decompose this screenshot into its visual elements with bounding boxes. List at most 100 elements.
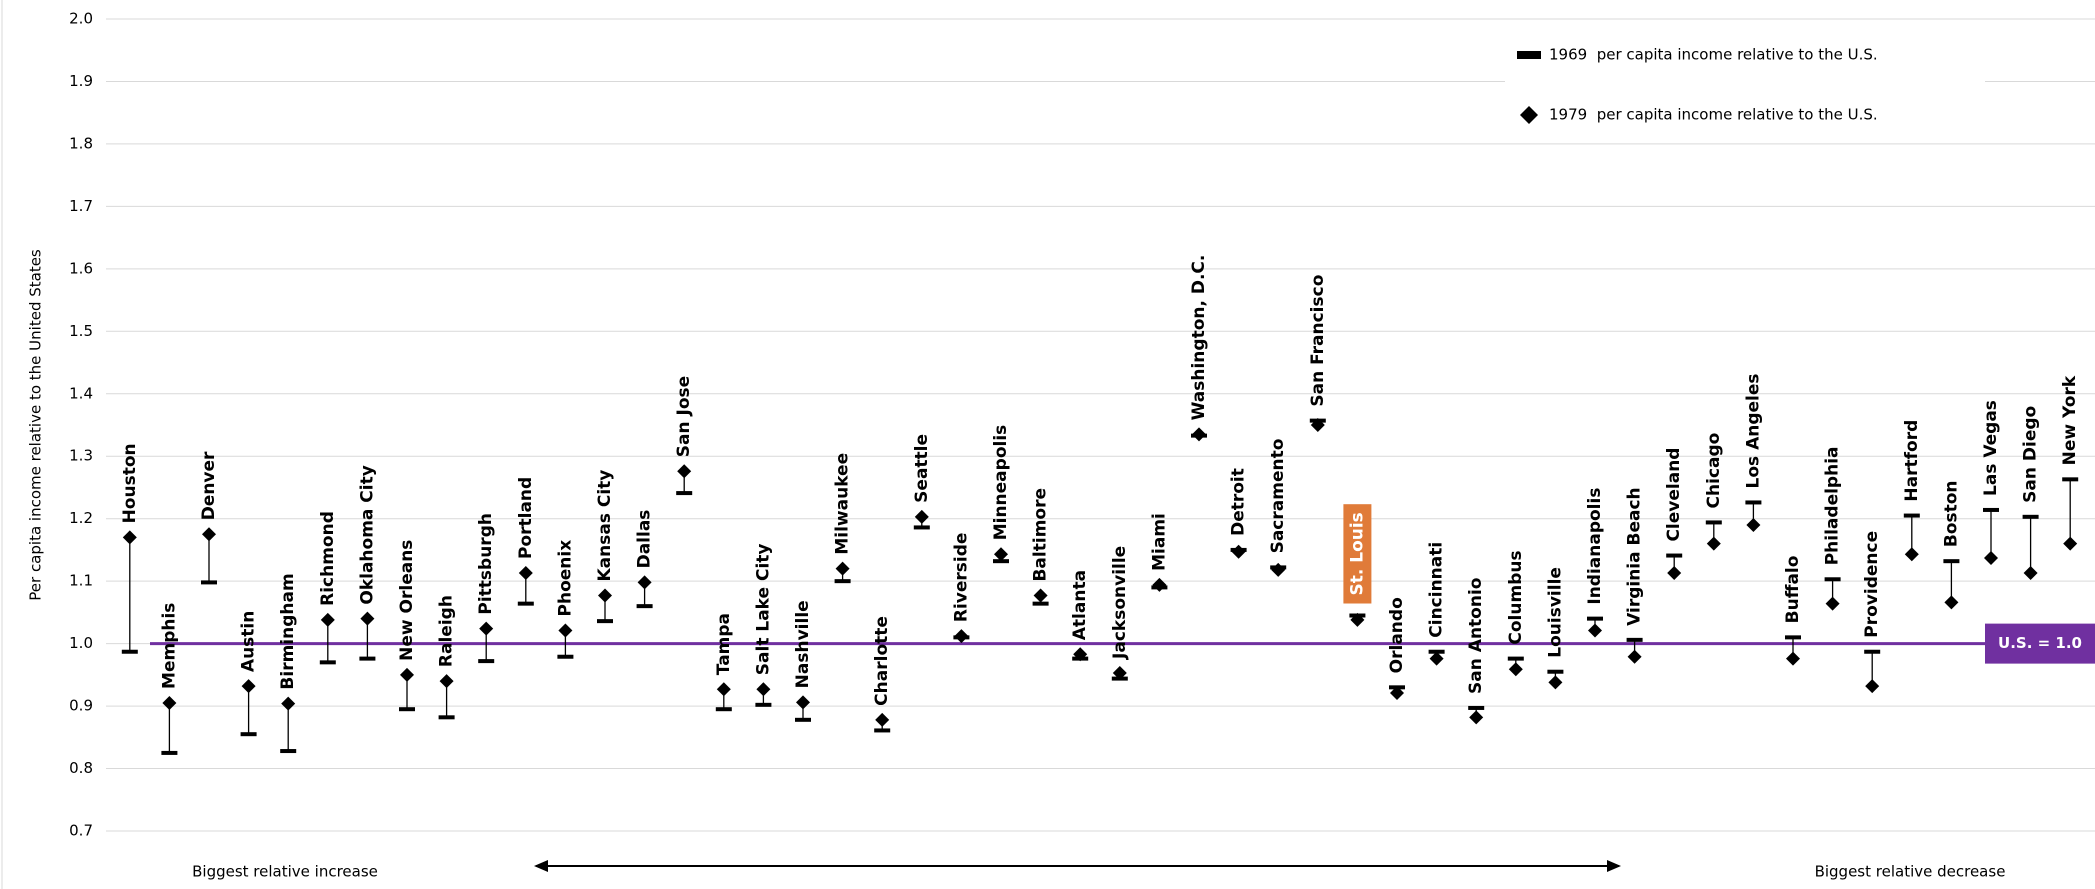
- category-label-group: Memphis: [159, 603, 179, 689]
- reference-label-box: [1985, 623, 2095, 664]
- diamond-marker: [558, 623, 573, 638]
- category-label-group: Cincinnati: [1427, 542, 1447, 638]
- diamond-marker: [1152, 577, 1167, 592]
- dash-marker: [280, 749, 297, 754]
- category-label-group: Raleigh: [437, 595, 457, 667]
- category-label: Richmond: [318, 511, 338, 606]
- dash-marker: [438, 715, 455, 720]
- dash-marker: [913, 525, 930, 530]
- dash-marker: [1983, 507, 1999, 512]
- diamond-marker: [360, 611, 375, 626]
- y-tick-label: 2.0: [69, 10, 93, 28]
- dash-marker: [319, 660, 336, 665]
- diamond-marker: [2063, 536, 2078, 551]
- category-label-group: Birmingham: [278, 573, 298, 689]
- category-label: Cleveland: [1664, 448, 1684, 542]
- y-tick-label: 0.9: [69, 697, 93, 715]
- diamond-marker: [241, 679, 256, 694]
- category-label-group: Las Vegas: [1981, 400, 2001, 496]
- highlight-box: [1343, 504, 1372, 604]
- diamond-marker: [1825, 596, 1840, 611]
- category-label-group: Sacramento: [1268, 439, 1288, 554]
- diamond-marker: [1033, 588, 1048, 603]
- dash-marker: [834, 579, 851, 584]
- category-label-group: New Orleans: [397, 540, 417, 661]
- diamond-marker: [479, 621, 494, 636]
- diamond-marker: [400, 667, 414, 682]
- category-label-group: New York: [2060, 375, 2080, 465]
- category-label-group: Detroit: [1229, 468, 1249, 536]
- category-label-group: Seattle: [912, 434, 932, 503]
- category-label: Buffalo: [1783, 556, 1803, 624]
- category-label: Portland: [516, 477, 536, 559]
- y-tick-label: 1.2: [69, 509, 93, 527]
- category-label: Dallas: [635, 510, 655, 569]
- category-label: Austin: [239, 611, 259, 672]
- category-label-group: Washington, D.C.: [1189, 255, 1209, 421]
- diamond-marker: [162, 695, 177, 710]
- category-label: Birmingham: [278, 573, 298, 689]
- diamond-marker: [439, 674, 454, 689]
- y-tick-label: 1.7: [69, 197, 93, 215]
- y-tick-label: 1.9: [69, 72, 93, 90]
- category-label-group: Chicago: [1704, 433, 1724, 509]
- category-label-group: San Diego: [2021, 406, 2041, 503]
- y-tick-label: 1.6: [69, 259, 93, 277]
- reference-label: U.S. = 1.0: [1998, 634, 2082, 652]
- dash-marker: [1468, 705, 1485, 710]
- y-tick-label: 0.7: [69, 822, 93, 840]
- category-label-group: Austin: [239, 611, 259, 672]
- category-label-group: Columbus: [1506, 550, 1526, 644]
- dash-marker: [1626, 637, 1643, 642]
- category-label-group: Atlanta: [1070, 570, 1090, 640]
- category-label-group: San Antonio: [1466, 578, 1486, 694]
- dash-marker: [161, 750, 178, 755]
- diamond-marker: [677, 464, 692, 479]
- category-label-group: Miami: [1149, 513, 1169, 571]
- category-label: Orlando: [1387, 597, 1407, 673]
- y-tick-label: 1.8: [69, 134, 93, 152]
- diamond-marker: [1192, 427, 1206, 442]
- category-label: Kansas City: [595, 470, 615, 582]
- dash-marker: [478, 659, 495, 664]
- category-label: Los Angeles: [1743, 373, 1763, 488]
- diamond-marker: [1112, 665, 1127, 680]
- category-label-group: Jacksonville: [1110, 546, 1130, 660]
- diamond-marker: [716, 682, 731, 697]
- diamond-marker: [1390, 685, 1404, 700]
- category-label: St. Louis: [1347, 512, 1367, 595]
- diamond-marker: [1469, 710, 1484, 725]
- category-label: Tampa: [714, 613, 734, 675]
- diamond-marker: [1271, 562, 1286, 577]
- diamond-marker: [756, 682, 771, 697]
- dash-marker: [1824, 577, 1841, 582]
- diamond-marker: [1073, 647, 1088, 662]
- category-label-group: Providence: [1862, 531, 1882, 638]
- category-label: Las Vegas: [1981, 400, 2001, 496]
- diamond-marker: [518, 566, 533, 581]
- dash-marker: [1943, 559, 1960, 564]
- annotation: Biggest relative increase: [192, 863, 378, 881]
- category-label-group: Oklahoma City: [357, 465, 377, 604]
- category-label-group: Los Angeles: [1743, 373, 1763, 488]
- category-label-group: Houston: [120, 443, 140, 523]
- category-label: Nashville: [793, 600, 813, 688]
- category-label: New York: [2060, 375, 2080, 465]
- category-label: Baltimore: [1031, 488, 1051, 582]
- diamond-marker: [1746, 517, 1761, 532]
- category-label-group: Portland: [516, 477, 536, 559]
- category-label-group: Milwaukee: [833, 453, 853, 555]
- diamond-marker: [914, 509, 929, 524]
- category-label: Indianapolis: [1585, 488, 1605, 605]
- category-label: Memphis: [159, 603, 179, 689]
- diamond-marker: [796, 695, 810, 710]
- diamond-marker: [1231, 544, 1246, 559]
- category-label-group: St. Louis: [1343, 504, 1372, 604]
- dash-marker: [715, 707, 732, 712]
- annotation: Biggest relative decrease: [1815, 863, 2006, 881]
- diamond-marker: [2023, 566, 2038, 581]
- legend-dash: [1517, 51, 1541, 59]
- category-label: Minneapolis: [991, 425, 1011, 541]
- legend-diamond: [1520, 106, 1538, 124]
